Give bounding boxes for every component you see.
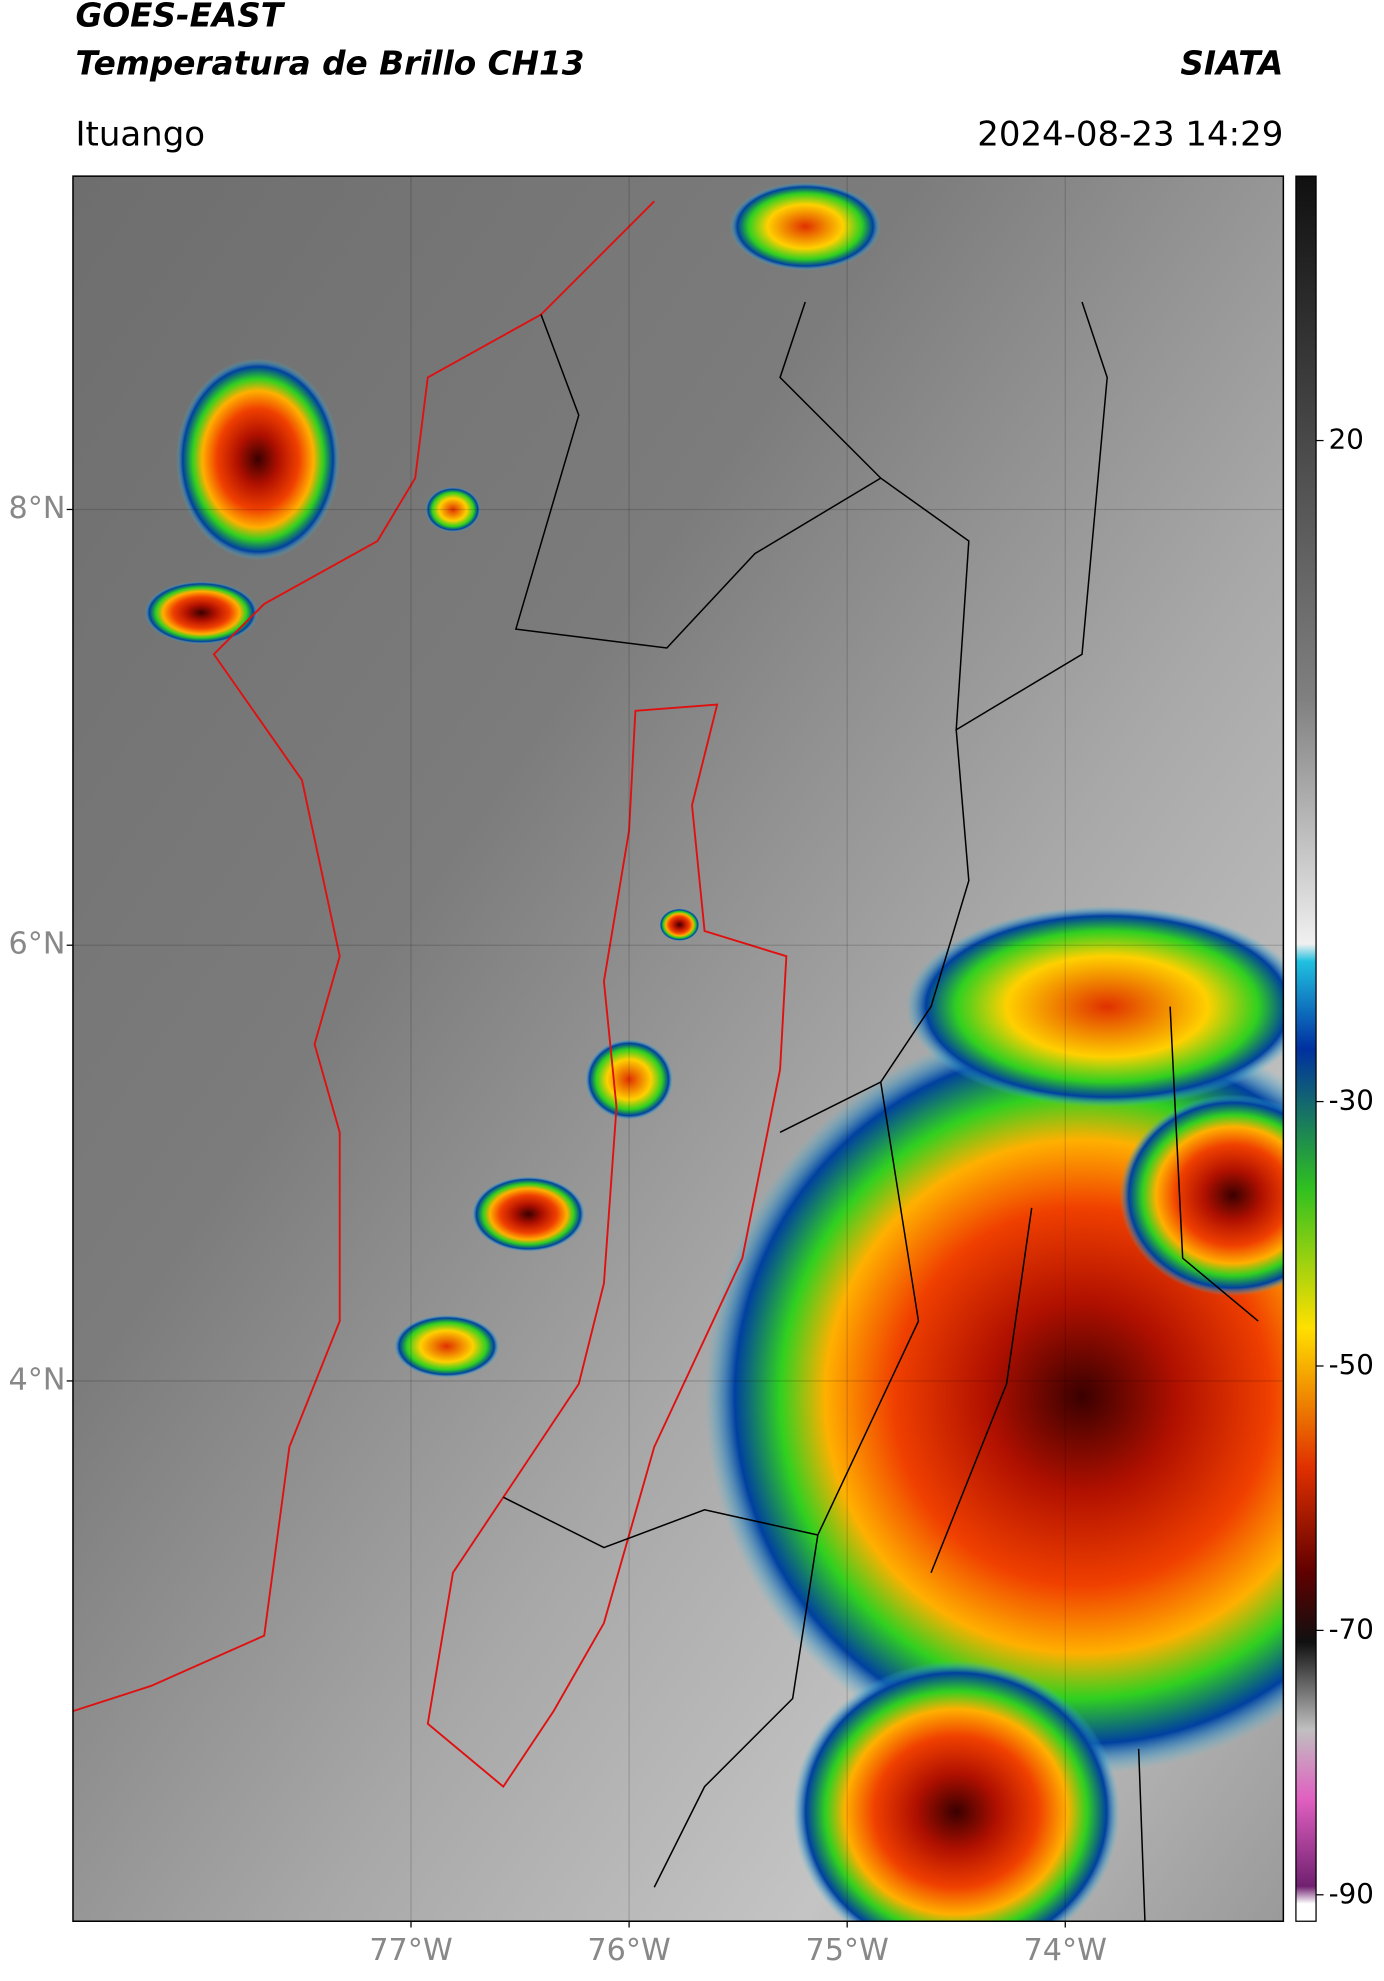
storm-cell xyxy=(176,358,340,560)
x-tick-label: 76°W xyxy=(587,1933,670,1968)
colorbar-tick-label: -30 xyxy=(1329,1084,1374,1117)
source: SIATA xyxy=(1180,44,1283,82)
admin-border xyxy=(502,301,1259,1922)
storm-cell xyxy=(393,1314,500,1378)
subtitle: Temperatura de Brillo CH13 xyxy=(75,44,584,82)
storm-cell xyxy=(905,905,1284,1108)
storm-cell xyxy=(425,486,481,533)
colorbar-tick-label: 20 xyxy=(1329,423,1364,456)
y-tick-label: 8°N xyxy=(9,491,66,526)
satellite-image xyxy=(72,176,1284,1922)
x-tick-label: 74°W xyxy=(1024,1933,1107,1968)
x-tick-label: 75°W xyxy=(805,1933,888,1968)
title: GOES-EAST xyxy=(75,0,285,35)
storm-cell xyxy=(144,581,258,645)
datetime: 2024-08-23 14:29 xyxy=(977,114,1283,154)
colorbar xyxy=(1295,175,1317,1922)
y-tick-label: 6°N xyxy=(9,927,66,962)
colorbar-tick-label: -90 xyxy=(1329,1877,1374,1910)
storm-cell xyxy=(659,908,700,942)
location: Ituango xyxy=(75,114,205,154)
colorbar-tick-label: -50 xyxy=(1329,1348,1374,1381)
grid xyxy=(72,176,1284,1922)
storm-cell xyxy=(1119,1094,1284,1296)
storm-cell xyxy=(471,1176,586,1252)
colorbar-tick-label: -70 xyxy=(1329,1612,1374,1645)
plot-frame xyxy=(72,175,1285,1922)
region-border xyxy=(426,703,788,1789)
storm-cell xyxy=(585,1039,674,1120)
storm-cell xyxy=(792,1660,1120,1922)
storm-cell xyxy=(729,182,881,271)
x-tick-label: 77°W xyxy=(369,1933,452,1968)
y-tick-label: 4°N xyxy=(9,1362,66,1397)
coastline xyxy=(72,200,655,1713)
